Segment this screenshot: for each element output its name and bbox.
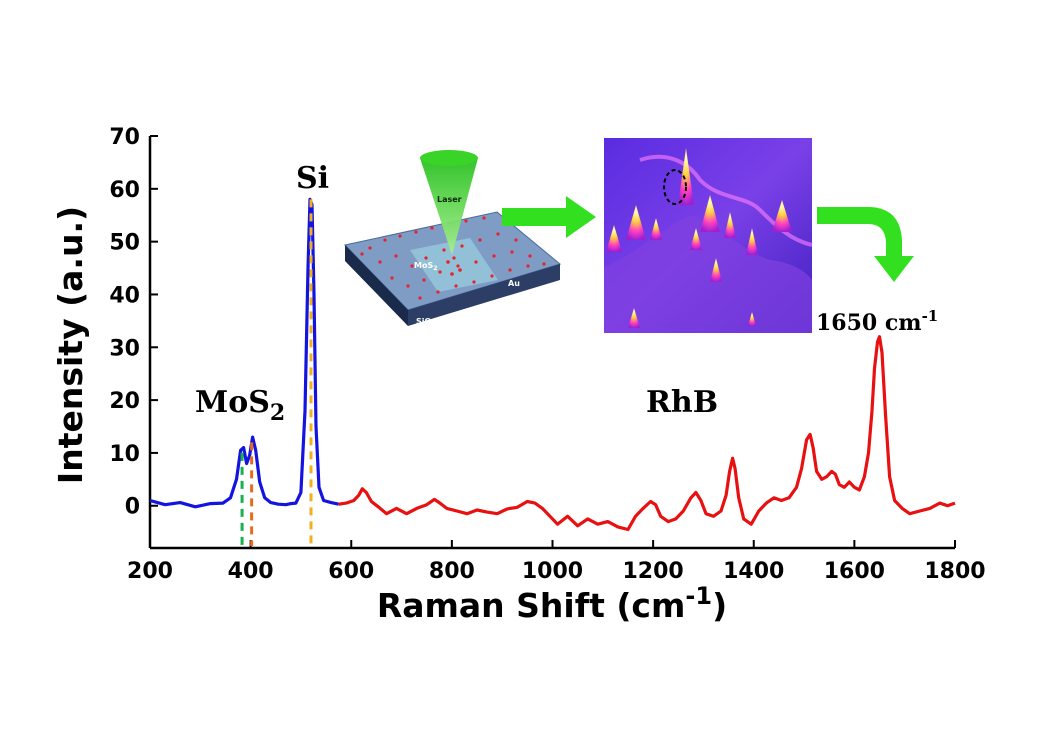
- si-annotation: Si: [296, 161, 329, 196]
- rhb-annotation: RhB: [646, 385, 718, 420]
- arrow-curved-down: [817, 207, 914, 282]
- x-tick-label-200: 200: [127, 559, 173, 584]
- series-line-1: [338, 335, 956, 532]
- sers-hotspots: [606, 148, 792, 328]
- mos2-flake: [410, 238, 498, 292]
- y-tick-label-40: 40: [109, 283, 140, 308]
- y-tick-label-20: 20: [109, 389, 140, 414]
- arrow-right: [502, 196, 596, 238]
- x-axis-title-sup: -1: [685, 582, 712, 610]
- x-tick-label-600: 600: [328, 559, 374, 584]
- sio2-inset-label: SiO2: [416, 317, 436, 328]
- substrate-side: [408, 264, 560, 326]
- y-tick-label-10: 10: [109, 442, 140, 467]
- mos2-inset-label: MoS2: [414, 261, 437, 272]
- y-tick-label-60: 60: [109, 178, 140, 203]
- mos2-inset-sub: 2: [433, 265, 437, 272]
- au-nanoparticles: [360, 216, 546, 300]
- mos2-annotation: MoS2: [195, 385, 285, 426]
- x-tick-label-800: 800: [429, 559, 475, 584]
- peak-markers: [240, 199, 313, 546]
- si-inset-label: Si: [400, 335, 409, 344]
- x-tick-label-400: 400: [228, 559, 274, 584]
- sers-map-ridge: [604, 215, 812, 333]
- spectrum-series: [149, 197, 956, 532]
- y-tick-label-30: 30: [109, 336, 140, 361]
- substrate-front: [345, 245, 408, 326]
- sers-map-inset: [604, 138, 813, 333]
- laser-cone: [420, 158, 478, 255]
- mos2-annotation-text: MoS: [195, 385, 270, 420]
- tick-labels: 200 400 600 800 1000 1200 1400 1600 1800 0 10 20 30 4…: [109, 125, 985, 584]
- peak-1650-sup: -1: [922, 307, 939, 325]
- plot-frame: [148, 136, 955, 550]
- y-tick-label-50: 50: [109, 231, 140, 256]
- x-tick-label-1600: 1600: [824, 559, 885, 584]
- y-tick-label-70: 70: [109, 125, 140, 150]
- axis-ticks: [149, 135, 956, 548]
- peak-1650-text: 1650 cm: [816, 310, 922, 336]
- substrate-inset: Laser MoS2 Au SiO2 Si: [344, 150, 562, 344]
- x-axis-title: Raman Shift (cm-1): [377, 582, 727, 625]
- x-tick-label-1200: 1200: [623, 559, 684, 584]
- sers-map-highlight-circle: [663, 169, 687, 205]
- y-tick-label-0: 0: [125, 495, 140, 520]
- x-tick-label-1000: 1000: [522, 559, 583, 584]
- series-line-0: [149, 197, 340, 509]
- mos2-annotation-sub: 2: [270, 400, 285, 426]
- y-axis-title: Intensity (a.u.): [51, 206, 90, 484]
- laser-cone-top: [420, 150, 478, 166]
- au-inset-label: Au: [508, 279, 520, 288]
- x-tick-label-1400: 1400: [723, 559, 784, 584]
- peak-1650-annotation: 1650 cm-1: [816, 307, 938, 336]
- sio2-inset-text: SiO: [416, 317, 432, 326]
- mos2-inset-text: MoS: [414, 261, 433, 270]
- x-axis-title-text: Raman Shift (cm: [377, 586, 686, 625]
- x-axis-title-tail: ): [712, 586, 727, 625]
- x-tick-label-1800: 1800: [924, 559, 985, 584]
- laser-label: Laser: [437, 195, 462, 204]
- sio2-inset-sub: 2: [431, 321, 435, 328]
